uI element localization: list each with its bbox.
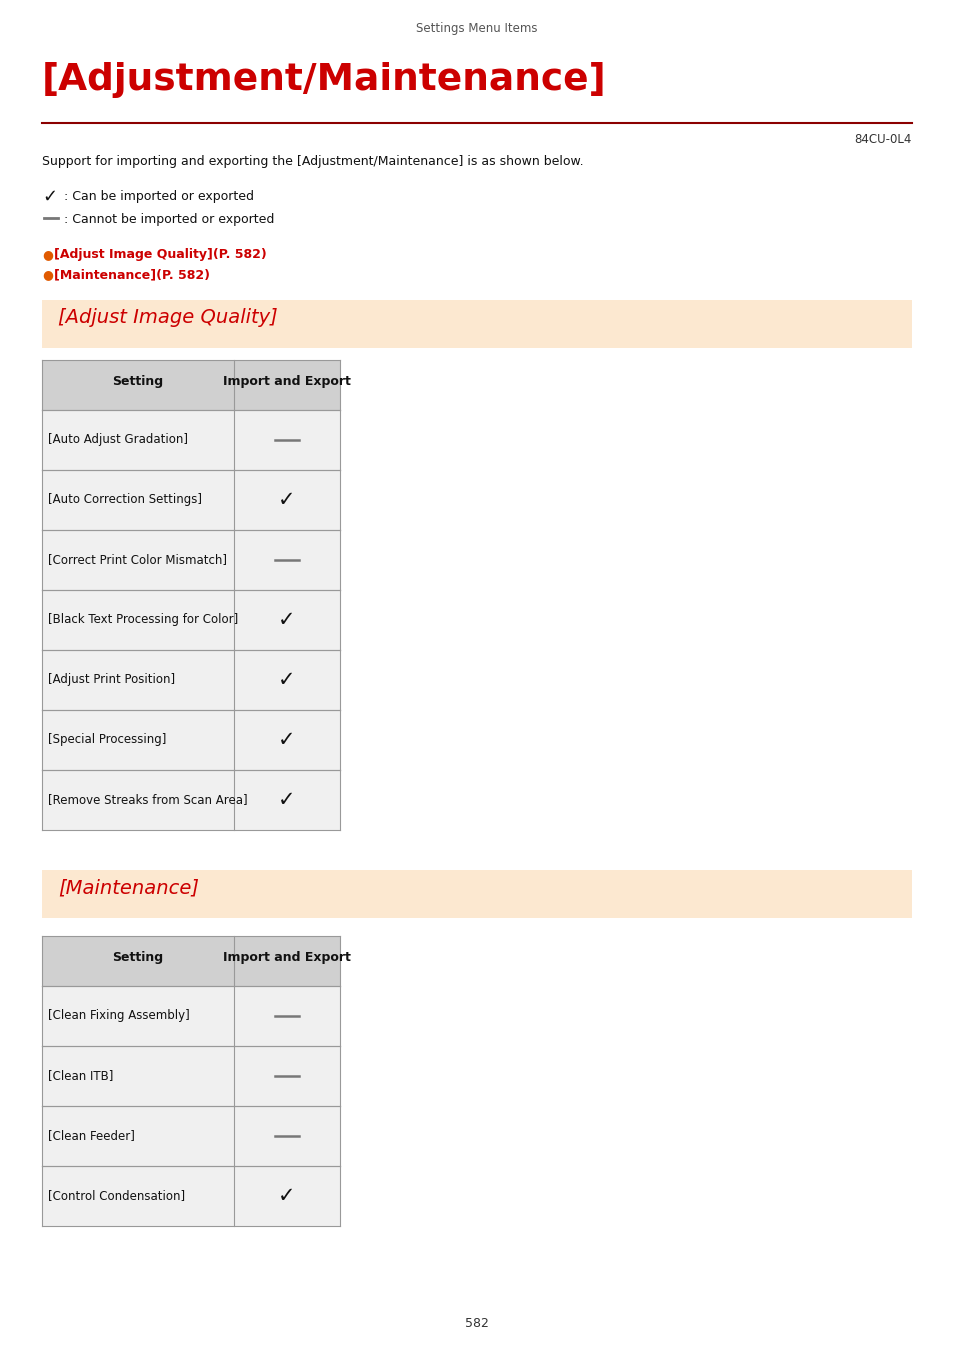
Text: [Special Processing]: [Special Processing]: [48, 733, 166, 747]
Text: ✓: ✓: [278, 790, 295, 810]
Text: ✓: ✓: [42, 188, 57, 207]
Text: [Auto Adjust Gradation]: [Auto Adjust Gradation]: [48, 433, 188, 447]
Text: [Auto Correction Settings]: [Auto Correction Settings]: [48, 494, 202, 506]
Text: 582: 582: [464, 1318, 489, 1330]
Bar: [42, 531, 339, 590]
Text: [Adjust Image Quality](P. 582): [Adjust Image Quality](P. 582): [54, 248, 267, 261]
Text: ✓: ✓: [278, 610, 295, 630]
Text: Setting: Setting: [112, 950, 163, 964]
Text: [Clean Feeder]: [Clean Feeder]: [48, 1130, 134, 1142]
Text: Settings Menu Items: Settings Menu Items: [416, 22, 537, 35]
Text: Setting: Setting: [112, 375, 163, 387]
Text: Import and Export: Import and Export: [223, 375, 351, 387]
Bar: [42, 769, 339, 830]
Bar: [42, 1046, 339, 1106]
Text: [Maintenance]: [Maintenance]: [58, 878, 199, 896]
Text: [Clean ITB]: [Clean ITB]: [48, 1069, 113, 1083]
Text: : Can be imported or exported: : Can be imported or exported: [64, 190, 253, 202]
Bar: [42, 300, 911, 348]
Text: [Black Text Processing for Color]: [Black Text Processing for Color]: [48, 613, 238, 626]
Text: [Adjust Image Quality]: [Adjust Image Quality]: [58, 308, 277, 327]
Text: [Correct Print Color Mismatch]: [Correct Print Color Mismatch]: [48, 554, 227, 567]
Text: ✓: ✓: [278, 490, 295, 510]
Text: Support for importing and exporting the [Adjustment/Maintenance] is as shown bel: Support for importing and exporting the …: [42, 155, 583, 167]
Bar: [42, 936, 339, 986]
Bar: [42, 470, 339, 531]
Text: ✓: ✓: [278, 1187, 295, 1206]
Text: [Control Condensation]: [Control Condensation]: [48, 1189, 185, 1203]
Text: 84CU-0L4: 84CU-0L4: [854, 134, 911, 146]
Text: [Maintenance](P. 582): [Maintenance](P. 582): [54, 269, 210, 281]
Bar: [42, 869, 911, 918]
Text: [Clean Fixing Assembly]: [Clean Fixing Assembly]: [48, 1010, 190, 1022]
Text: [Adjust Print Position]: [Adjust Print Position]: [48, 674, 175, 687]
Text: Import and Export: Import and Export: [223, 950, 351, 964]
Text: ✓: ✓: [278, 670, 295, 690]
Bar: [42, 1166, 339, 1226]
Text: : Cannot be imported or exported: : Cannot be imported or exported: [64, 213, 274, 225]
Bar: [42, 649, 339, 710]
Bar: [42, 1106, 339, 1166]
Bar: [42, 410, 339, 470]
Bar: [42, 590, 339, 649]
Text: ●: ●: [42, 248, 52, 261]
Bar: [42, 986, 339, 1046]
Text: ●: ●: [42, 269, 52, 281]
Text: ✓: ✓: [278, 730, 295, 751]
Bar: [42, 360, 339, 410]
Text: [Adjustment/Maintenance]: [Adjustment/Maintenance]: [42, 62, 606, 99]
Text: [Remove Streaks from Scan Area]: [Remove Streaks from Scan Area]: [48, 794, 248, 806]
Bar: [42, 710, 339, 769]
